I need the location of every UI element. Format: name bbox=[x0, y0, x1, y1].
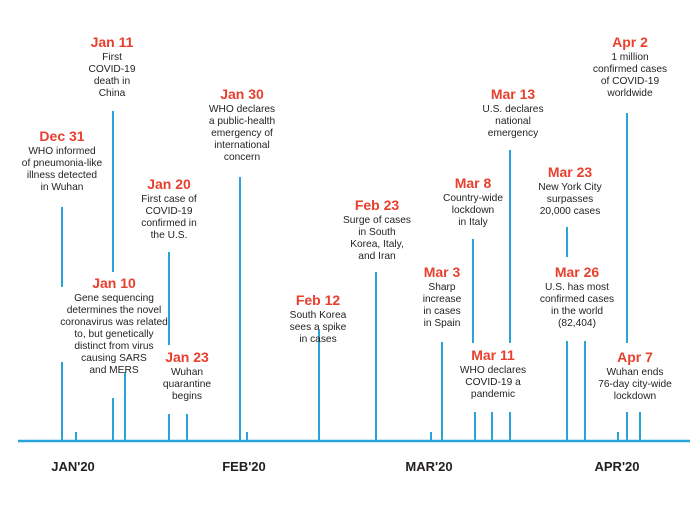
event-date: Jan 30 bbox=[220, 86, 264, 102]
event-date: Jan 20 bbox=[147, 176, 191, 192]
event-date: Jan 23 bbox=[165, 349, 209, 365]
event-description: Wuhan ends 76-day city-wide lockdown bbox=[598, 367, 672, 403]
event-connectors bbox=[61, 111, 641, 441]
event-description: First case of COVID-19 confirmed in the … bbox=[141, 194, 197, 242]
event-description: South Korea sees a spike in cases bbox=[289, 310, 347, 346]
event-date: Feb 23 bbox=[354, 197, 400, 213]
month-label-jan: JAN'20 bbox=[51, 459, 95, 474]
event-date: Mar 26 bbox=[554, 264, 600, 280]
event-description: First COVID-19 death in China bbox=[88, 52, 136, 100]
event-description: U.S. declares national emergency bbox=[482, 104, 544, 140]
event-mar-23: Mar 23 New York City surpasses 20,000 ca… bbox=[505, 164, 635, 218]
event-jan-20: Jan 20 First case of COVID-19 confirmed … bbox=[104, 176, 234, 242]
month-ticks bbox=[75, 432, 619, 441]
event-description: New York City surpasses 20,000 cases bbox=[538, 182, 602, 218]
event-feb-23: Feb 23 Surge of cases in South Korea, It… bbox=[312, 197, 442, 263]
month-label-feb: FEB'20 bbox=[222, 459, 266, 474]
event-description: Gene sequencing determines the novel cor… bbox=[60, 293, 168, 377]
event-mar-13: Mar 13 U.S. declares national emergency bbox=[448, 86, 578, 140]
event-date: Feb 12 bbox=[295, 292, 341, 308]
event-mar-8: Mar 8 Country-wide lockdown in Italy bbox=[408, 175, 538, 229]
event-date: Jan 10 bbox=[92, 275, 136, 291]
event-date: Mar 13 bbox=[490, 86, 536, 102]
event-mar-11: Mar 11 WHO declares COVID-19 a pandemic bbox=[428, 347, 558, 401]
event-apr-2: Apr 2 1 million confirmed cases of COVID… bbox=[565, 34, 695, 100]
event-description: U.S. has most confirmed cases in the wor… bbox=[539, 282, 615, 330]
event-date: Jan 11 bbox=[90, 34, 134, 50]
event-apr-7: Apr 7 Wuhan ends 76-day city-wide lockdo… bbox=[570, 349, 700, 403]
event-description: WHO informed of pneumonia-like illness d… bbox=[21, 146, 103, 194]
event-jan-23: Jan 23 Wuhan quarantine begins bbox=[122, 349, 252, 403]
event-jan-30: Jan 30 WHO declares a public-health emer… bbox=[177, 86, 307, 164]
event-description: WHO declares a public-health emergency o… bbox=[208, 104, 276, 164]
event-description: Wuhan quarantine begins bbox=[162, 367, 212, 403]
event-description: WHO declares COVID-19 a pandemic bbox=[459, 365, 527, 401]
event-date: Apr 2 bbox=[612, 34, 648, 50]
event-description: Sharp increase in cases in Spain bbox=[422, 282, 462, 330]
event-date: Dec 31 bbox=[39, 128, 85, 144]
event-description: Surge of cases in South Korea, Italy, an… bbox=[343, 215, 411, 263]
event-feb-12: Feb 12 South Korea sees a spike in cases bbox=[253, 292, 383, 346]
event-date: Mar 3 bbox=[423, 264, 461, 280]
event-date: Mar 23 bbox=[547, 164, 593, 180]
event-date: Mar 11 bbox=[471, 347, 515, 363]
month-label-apr: APR'20 bbox=[594, 459, 640, 474]
event-date: Mar 8 bbox=[454, 175, 492, 191]
month-label-mar: MAR'20 bbox=[405, 459, 453, 474]
event-dec-31: Dec 31 WHO informed of pneumonia-like il… bbox=[0, 128, 127, 194]
event-mar-26: Mar 26 U.S. has most confirmed cases in … bbox=[512, 264, 642, 330]
event-description: 1 million confirmed cases of COVID-19 wo… bbox=[592, 52, 668, 100]
event-date: Apr 7 bbox=[617, 349, 653, 365]
event-description: Country-wide lockdown in Italy bbox=[442, 193, 504, 229]
event-jan-11: Jan 11 First COVID-19 death in China bbox=[47, 34, 177, 100]
event-mar-3: Mar 3 Sharp increase in cases in Spain bbox=[377, 264, 507, 330]
event-jan-10: Jan 10 Gene sequencing determines the no… bbox=[46, 275, 182, 377]
